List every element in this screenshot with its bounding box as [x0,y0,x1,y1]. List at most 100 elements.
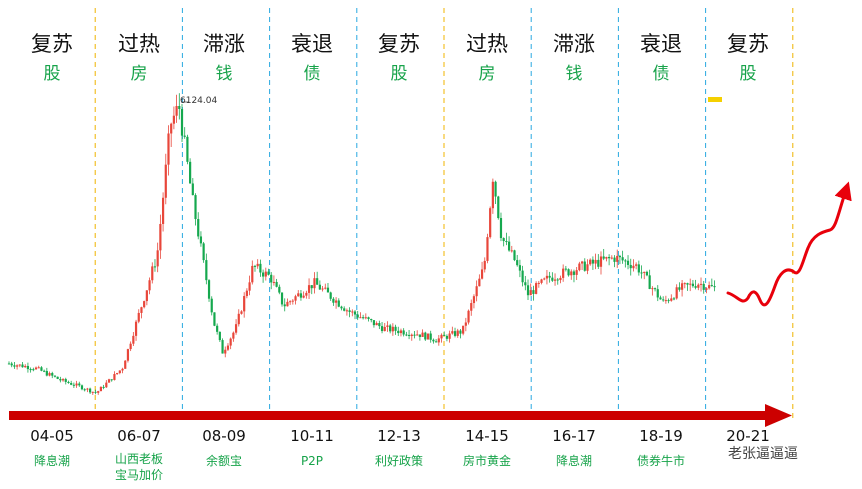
candle-body [513,250,516,261]
candle-body [145,290,148,302]
candle-body [426,333,430,340]
candle-body [594,259,597,264]
phase-name: 过热 [466,32,508,56]
candle-body [521,270,524,283]
candle-body [605,256,608,259]
candle-body [451,331,454,334]
candle-body [34,367,38,370]
candle-body [370,319,373,321]
candle-body [324,287,327,289]
candle-body [556,279,559,281]
candle-body [180,109,184,136]
candle-body [470,303,473,311]
candle-body [97,391,100,393]
candle-body [283,304,286,307]
phase-asset: 股 [43,64,61,84]
candle-body [99,386,103,392]
candle-body [83,389,86,391]
candle-body [480,269,484,279]
candle-body [275,281,278,287]
candle-body [134,321,138,336]
candle-body [559,277,562,281]
candle-body [516,260,519,266]
phase-name: 过热 [118,32,160,56]
candle-body [140,307,143,313]
candle-body [626,260,630,265]
candle-body [10,363,13,366]
candle-body [402,330,405,335]
candle-body [175,105,178,116]
candle-body [540,279,543,283]
candle-body [651,288,654,290]
candle-body [613,257,616,262]
candle-body [16,365,19,367]
candle-body [586,264,589,271]
candle-body [359,317,362,319]
phase-asset: 房 [478,64,496,84]
candle-body [699,283,703,285]
candle-body [229,338,232,346]
candle-body [129,343,132,350]
candle-body [424,332,427,340]
phase-asset: 钱 [565,64,583,84]
candle-body [105,382,108,388]
candle-body [245,290,248,297]
candle-body [608,256,611,259]
candle-body [386,325,389,327]
candle-body [483,260,486,270]
period-event: 降息潮 [33,454,70,468]
phase-name: 复苏 [727,32,769,56]
candle-body [343,308,346,311]
candle-body [689,283,692,285]
phase-name: 复苏 [31,32,73,56]
candle-body [394,326,397,331]
candle-body [318,284,321,290]
candle-body [429,333,432,340]
candle-body [29,369,32,371]
candle-body [364,317,367,319]
candle-body [486,237,489,261]
candle-body [248,282,251,291]
candle-body [570,271,573,276]
phase-name: 滞涨 [553,32,595,56]
candle-body [267,271,270,275]
peak-value-label: 6124.04 [180,96,218,106]
candle-body [621,257,624,261]
candle-body [237,313,240,325]
candle-body [491,181,494,209]
period-years: 04-05 [30,427,74,445]
candle-body [305,292,308,296]
candle-body [405,334,408,336]
candle-body [578,263,581,271]
candle-body [518,265,522,271]
candle-body [91,391,94,393]
candle-body [270,274,273,283]
candle-body [86,388,89,390]
candle-body [332,298,335,303]
candle-body [199,236,203,244]
candle-body [172,115,175,124]
period-event: 利好政策 [374,454,423,468]
candle-body [435,341,438,343]
period-years: 14-15 [465,427,509,445]
candle-body [234,324,238,333]
candle-body [80,385,84,390]
candle-body [13,365,16,367]
candle-body [678,287,681,290]
candle-body [710,285,713,287]
candle-body [713,286,716,288]
candle-body [240,311,243,314]
period-2: 06-07 山西老板 宝马加价 [96,426,182,483]
candle-body [575,270,578,275]
candle-body [56,376,59,379]
phase-6: 过热 房 [444,30,530,86]
period-1: 04-05 降息潮 [9,426,95,469]
candle-body [499,218,503,239]
candle-body [564,268,567,270]
candle-body [597,259,600,267]
candle-body [7,363,11,365]
phase-asset: 债 [652,64,670,84]
candle-body [326,287,330,293]
projection-line [726,181,852,307]
candle-body [462,325,465,334]
